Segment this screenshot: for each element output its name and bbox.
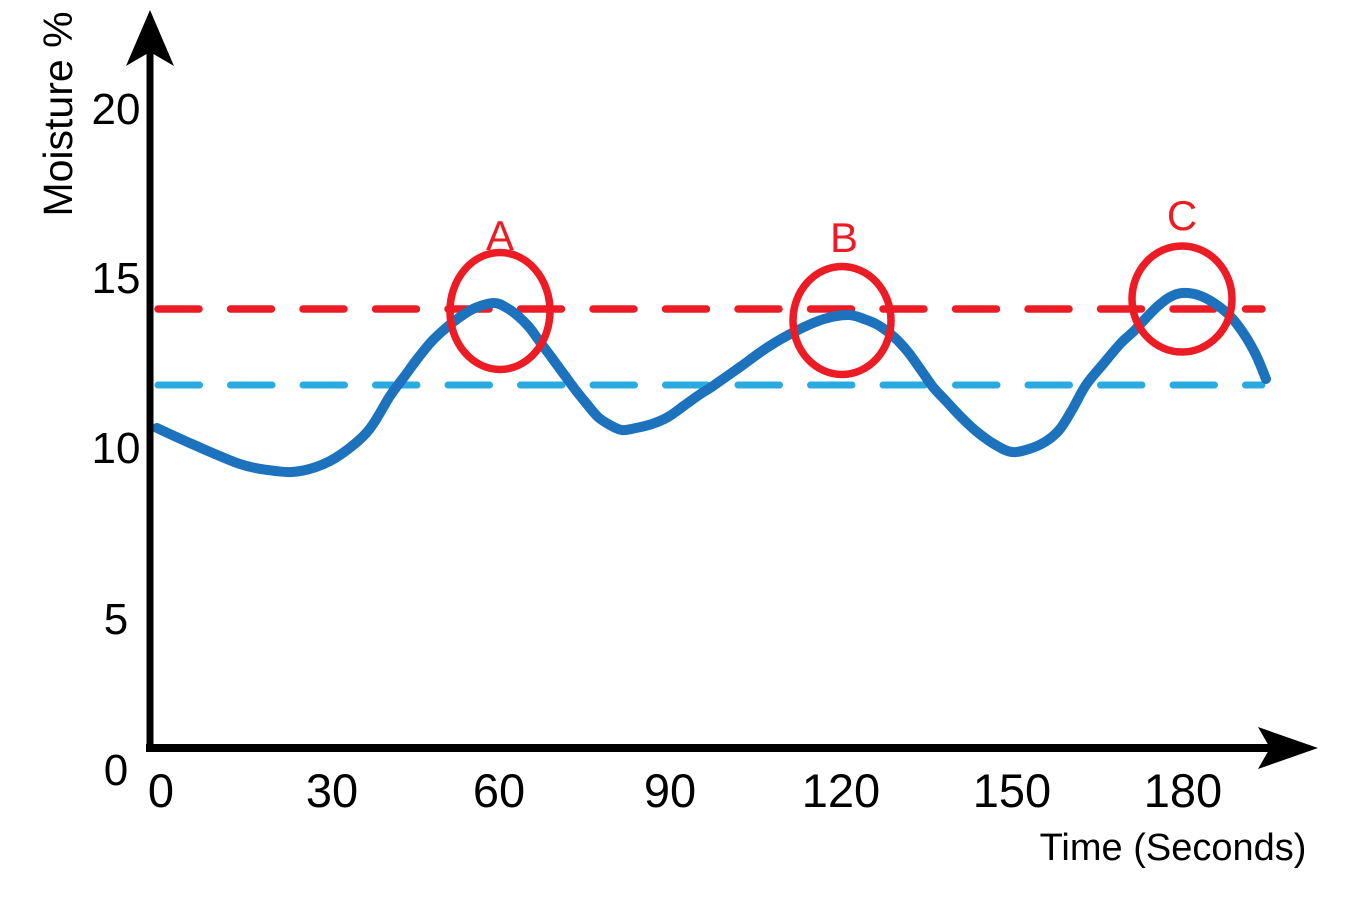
- svg-text:0: 0: [104, 746, 128, 795]
- svg-text:20: 20: [92, 85, 141, 134]
- svg-text:60: 60: [473, 764, 525, 817]
- svg-text:5: 5: [104, 595, 128, 644]
- svg-text:A: A: [486, 212, 514, 259]
- svg-text:10: 10: [92, 424, 141, 473]
- svg-text:150: 150: [973, 764, 1051, 817]
- svg-text:C: C: [1167, 192, 1197, 239]
- svg-text:120: 120: [802, 764, 880, 817]
- svg-text:Time (Seconds): Time (Seconds): [1040, 827, 1307, 869]
- svg-text:180: 180: [1144, 764, 1222, 817]
- svg-text:90: 90: [644, 764, 696, 817]
- svg-text:Moisture %: Moisture %: [35, 11, 81, 216]
- svg-text:30: 30: [306, 764, 358, 817]
- svg-text:B: B: [830, 214, 858, 261]
- svg-text:0: 0: [148, 764, 174, 817]
- svg-text:15: 15: [92, 254, 141, 303]
